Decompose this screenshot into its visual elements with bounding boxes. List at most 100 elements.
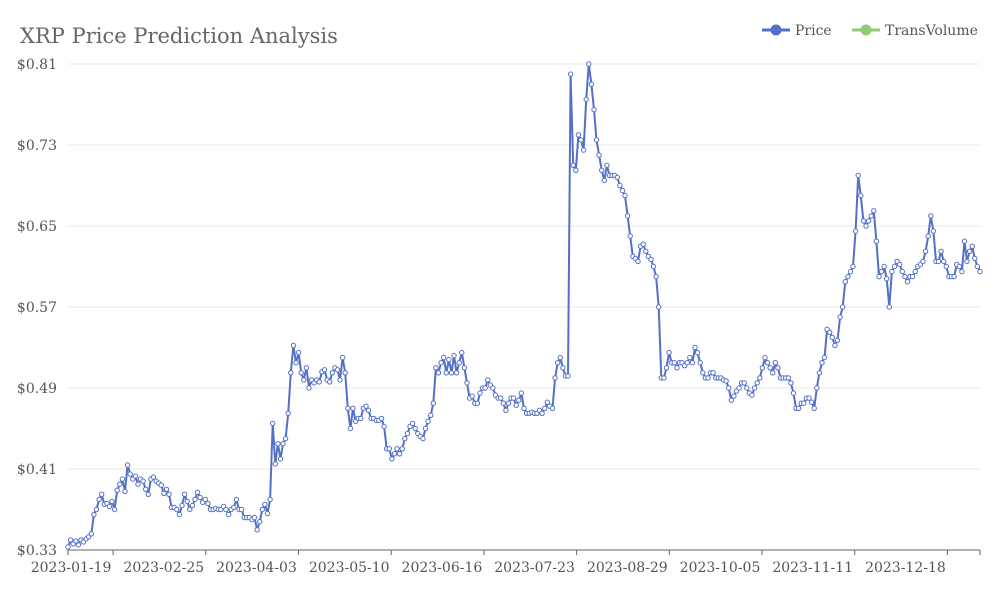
price-point[interactable] [925, 233, 931, 239]
price-point[interactable] [705, 375, 711, 381]
price-point[interactable] [75, 542, 82, 548]
price-point[interactable] [959, 268, 965, 275]
price-point[interactable] [902, 273, 908, 280]
price-point[interactable] [819, 360, 825, 366]
price-point[interactable] [684, 360, 690, 366]
price-point[interactable] [389, 456, 395, 462]
price-point[interactable] [821, 354, 828, 361]
price-point[interactable] [122, 488, 128, 494]
price-point[interactable] [938, 248, 944, 255]
price-point[interactable] [578, 137, 584, 143]
price-point[interactable] [231, 504, 237, 511]
price-point[interactable] [847, 268, 854, 275]
price-point[interactable] [640, 241, 646, 247]
price-point[interactable] [135, 481, 141, 487]
price-point[interactable] [327, 379, 333, 385]
price-point[interactable] [251, 514, 258, 521]
price-point[interactable] [93, 506, 100, 513]
price-point[interactable] [350, 405, 356, 411]
price-point[interactable] [884, 276, 890, 282]
price-point[interactable] [966, 248, 973, 255]
price-point[interactable] [580, 147, 587, 153]
price-point[interactable] [808, 399, 815, 405]
price-point[interactable] [490, 385, 496, 391]
price-point[interactable] [516, 397, 522, 403]
price-point[interactable] [588, 81, 595, 88]
price-point[interactable] [205, 500, 211, 507]
price-point[interactable] [751, 385, 758, 391]
price-point[interactable] [277, 456, 284, 462]
price-point[interactable] [560, 365, 566, 371]
price-point[interactable] [596, 152, 602, 158]
price-point[interactable] [433, 365, 439, 371]
price-point[interactable] [264, 510, 271, 517]
price-point[interactable] [964, 258, 970, 265]
price-point[interactable] [386, 446, 392, 452]
price-point[interactable] [749, 392, 755, 398]
price-point[interactable] [827, 329, 833, 335]
price-point[interactable] [860, 218, 867, 224]
price-point[interactable] [951, 273, 957, 280]
price-point[interactable] [96, 496, 102, 503]
price-point[interactable] [303, 365, 310, 371]
price-point[interactable] [448, 370, 455, 376]
price-point[interactable] [648, 256, 654, 263]
price-point[interactable] [257, 519, 263, 525]
price-point[interactable] [956, 263, 962, 270]
price-point[interactable] [254, 527, 260, 533]
price-point[interactable] [863, 223, 869, 229]
price-point[interactable] [977, 268, 983, 275]
price-point[interactable] [619, 187, 626, 194]
price-point[interactable] [430, 400, 436, 406]
price-point[interactable] [394, 446, 400, 452]
price-point[interactable] [453, 370, 460, 376]
price-point[interactable] [342, 370, 348, 376]
price-point[interactable] [459, 349, 465, 356]
price-point[interactable] [295, 349, 302, 356]
price-point[interactable] [627, 233, 633, 239]
price-point[interactable] [666, 349, 672, 356]
price-point[interactable] [736, 385, 742, 391]
price-point[interactable] [723, 378, 729, 384]
price-point[interactable] [622, 192, 628, 199]
price-point[interactable] [790, 390, 797, 396]
price-point[interactable] [117, 481, 123, 487]
price-point[interactable] [381, 423, 387, 430]
price-point[interactable] [726, 385, 732, 391]
price-point[interactable] [852, 228, 859, 234]
legend-item-transvolume[interactable]: TransVolume [852, 23, 978, 39]
price-point[interactable] [194, 489, 201, 495]
price-point[interactable] [334, 367, 341, 373]
price-point[interactable] [306, 385, 312, 391]
price-point[interactable] [904, 279, 911, 285]
price-point[interactable] [456, 360, 462, 366]
price-point[interactable] [301, 377, 307, 383]
price-point[interactable] [192, 496, 198, 503]
price-point[interactable] [775, 365, 781, 371]
price-point[interactable] [591, 106, 597, 113]
price-point[interactable] [549, 405, 556, 411]
price-point[interactable] [697, 360, 703, 366]
price-point[interactable] [321, 367, 328, 373]
price-point[interactable] [575, 132, 582, 138]
price-point[interactable] [88, 531, 95, 537]
price-point[interactable] [731, 393, 737, 399]
price-point[interactable] [99, 491, 105, 497]
price-point[interactable] [920, 258, 926, 265]
price-point[interactable] [378, 415, 385, 422]
price-point[interactable] [285, 410, 291, 416]
price-point[interactable] [498, 395, 504, 401]
price-point[interactable] [922, 248, 929, 255]
price-point[interactable] [404, 430, 411, 437]
price-point[interactable] [832, 342, 838, 349]
price-point[interactable] [290, 342, 297, 349]
price-point[interactable] [409, 420, 416, 427]
price-point[interactable] [358, 415, 364, 422]
price-point[interactable] [500, 400, 506, 406]
price-point[interactable] [187, 506, 193, 513]
price-point[interactable] [109, 498, 115, 505]
price-point[interactable] [656, 304, 662, 310]
price-point[interactable] [420, 435, 426, 442]
price-point[interactable] [767, 365, 773, 371]
price-point[interactable] [943, 263, 949, 270]
